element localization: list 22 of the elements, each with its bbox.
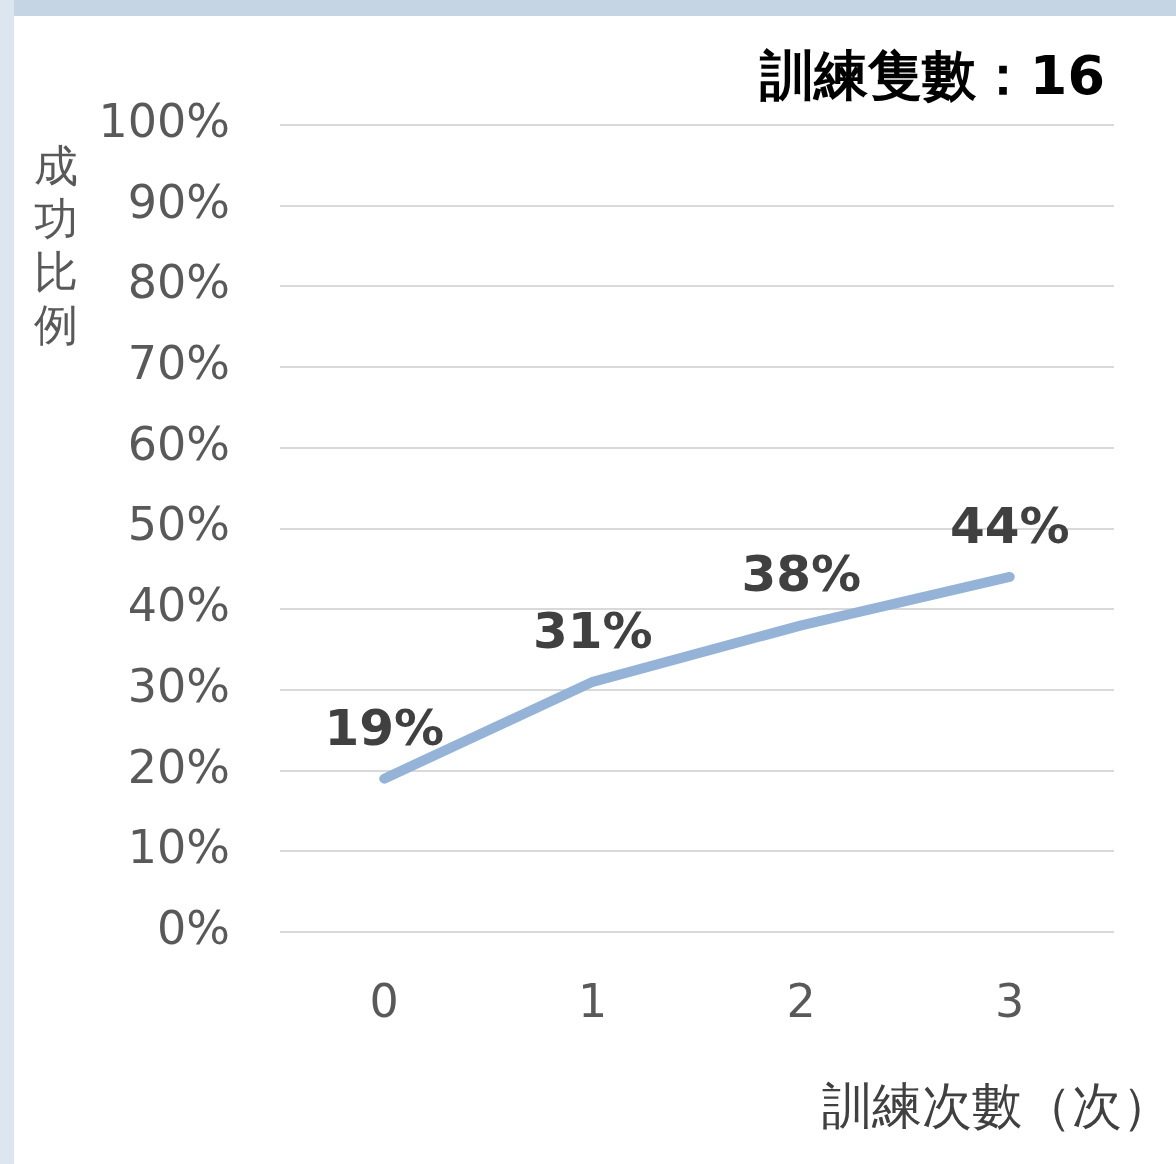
y-tick-label: 40% [127,578,230,633]
x-tick-label: 1 [578,973,608,1028]
y-tick-label: 0% [157,900,230,955]
x-tick-label: 0 [369,973,399,1028]
x-axis-title: 訓練次數（次） [822,1076,1172,1135]
data-label: 44% [949,496,1070,555]
data-label: 38% [741,545,862,604]
y-tick-label: 60% [127,416,230,471]
y-tick-label: 80% [127,255,230,310]
x-tick-label: 3 [995,973,1025,1028]
y-tick-label: 20% [127,739,230,794]
y-tick-label: 100% [98,93,230,148]
y-tick-label: 10% [127,820,230,875]
y-tick-label: 90% [127,174,230,229]
data-label: 19% [324,698,445,757]
y-axis-title: 成功比例 [34,140,78,351]
x-tick-label: 2 [786,973,816,1028]
data-label: 31% [532,601,653,660]
y-tick-label: 70% [127,336,230,391]
y-tick-label: 30% [127,658,230,713]
y-tick-label: 50% [127,497,230,552]
chart-title: 訓練隻數：16 [758,44,1105,108]
